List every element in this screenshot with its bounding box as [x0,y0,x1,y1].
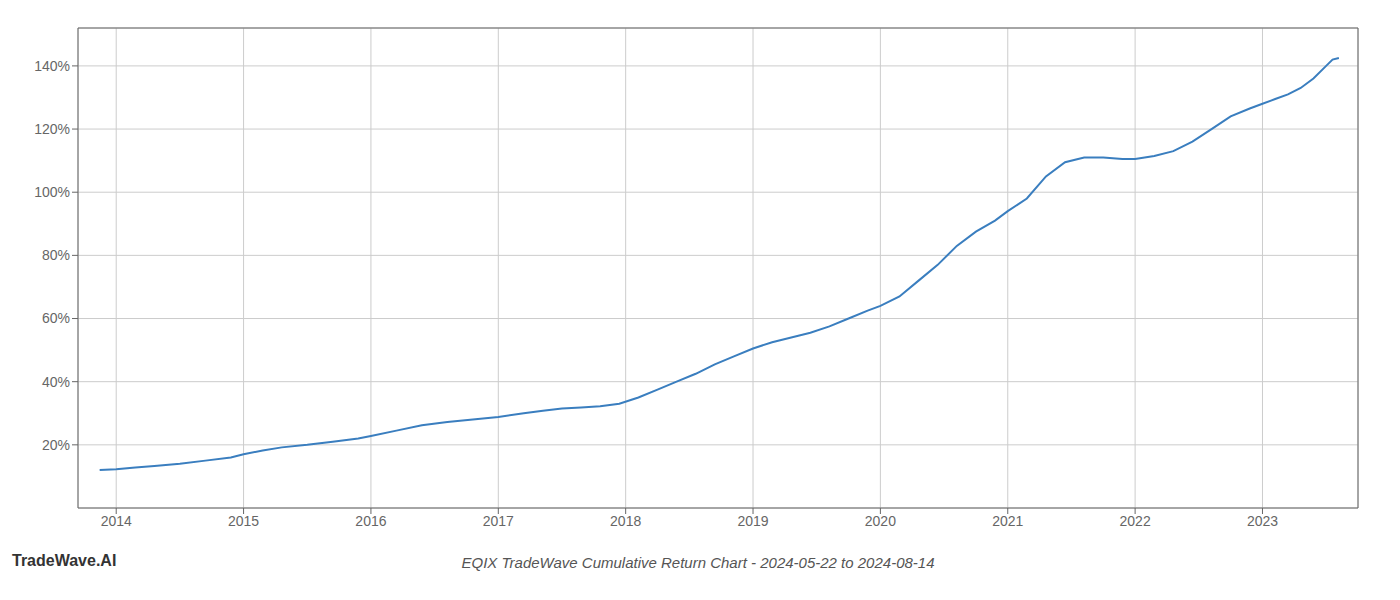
svg-text:2014: 2014 [101,513,132,529]
svg-text:2020: 2020 [865,513,896,529]
svg-text:2022: 2022 [1120,513,1151,529]
svg-text:20%: 20% [42,437,70,453]
svg-text:40%: 40% [42,374,70,390]
svg-text:2016: 2016 [355,513,386,529]
svg-text:2019: 2019 [737,513,768,529]
svg-text:2017: 2017 [483,513,514,529]
html-text:TradeWave.AI: TradeWave.AI [12,552,117,569]
svg-text:100%: 100% [34,184,70,200]
svg-text:2018: 2018 [610,513,641,529]
svg-text:120%: 120% [34,121,70,137]
svg-text:2023: 2023 [1247,513,1278,529]
svg-text:2015: 2015 [228,513,259,529]
html-text:EQIX TradeWave Cumulative Retu: EQIX TradeWave Cumulative Return Chart -… [461,554,935,571]
svg-text:60%: 60% [42,310,70,326]
svg-text:140%: 140% [34,58,70,74]
svg-text:2021: 2021 [992,513,1023,529]
svg-text:80%: 80% [42,247,70,263]
